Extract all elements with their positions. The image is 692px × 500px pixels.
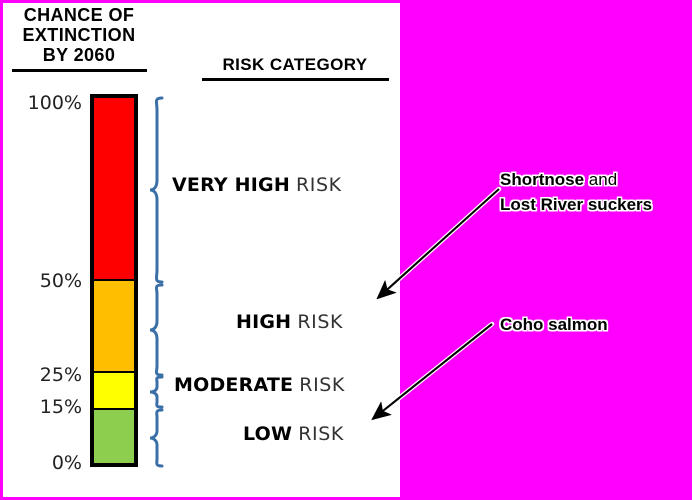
axis-label-50: 50%	[39, 270, 82, 292]
risk-category-header: RISK CATEGORY	[195, 55, 395, 82]
brace-high	[148, 283, 170, 377]
category-very-high-strong: VERY HIGH	[172, 174, 290, 196]
callout-suckers-line-2: Lost River suckers	[500, 194, 653, 214]
category-high-light: RISK	[297, 311, 344, 333]
header-underline	[11, 69, 147, 73]
category-high-strong: HIGH	[236, 311, 292, 333]
risk-scale-bar	[90, 94, 138, 467]
header-line-1: CHANCE OF	[23, 5, 135, 25]
callout-suckers-and: and	[584, 170, 618, 189]
header-line-3: BY 2060	[42, 45, 116, 66]
callout-suckers: Shortnose and Lost River suckers	[500, 168, 652, 217]
callout-coho: Coho salmon	[500, 313, 608, 338]
axis-label-100: 100%	[27, 92, 82, 114]
content-panel	[3, 3, 400, 497]
category-low-strong: LOW	[243, 423, 293, 445]
category-moderate-light: RISK	[299, 374, 345, 396]
category-very-high-light: RISK	[295, 174, 342, 196]
brace-very-high	[148, 96, 170, 284]
callout-coho-text: Coho salmon	[500, 315, 608, 334]
chance-of-extinction-header: CHANCE OF EXTINCTION BY 2060	[5, 5, 153, 73]
callout-suckers-bold: Shortnose	[500, 170, 585, 189]
category-label-low: LOW RISK	[243, 423, 344, 445]
bar-segment-moderate	[94, 373, 134, 410]
axis-label-0: 0%	[51, 452, 82, 474]
bar-segment-very-high	[94, 98, 134, 281]
brace-moderate	[148, 375, 170, 409]
bar-segment-low	[94, 410, 134, 463]
category-label-high: HIGH RISK	[236, 311, 343, 333]
header-risk-underline	[201, 78, 389, 82]
bar-segment-high	[94, 281, 134, 373]
category-label-moderate: MODERATE RISK	[174, 374, 345, 396]
header-line-2: EXTINCTION	[22, 25, 136, 46]
category-low-light: RISK	[298, 423, 344, 445]
category-label-very-high: VERY HIGH RISK	[172, 174, 342, 196]
axis-label-15: 15%	[39, 396, 82, 418]
brace-low	[148, 408, 170, 468]
header-risk-text: RISK CATEGORY	[222, 55, 368, 74]
callout-suckers-line-1: Shortnose and	[500, 168, 652, 193]
category-moderate-strong: MODERATE	[174, 374, 294, 396]
axis-label-25: 25%	[39, 364, 82, 386]
